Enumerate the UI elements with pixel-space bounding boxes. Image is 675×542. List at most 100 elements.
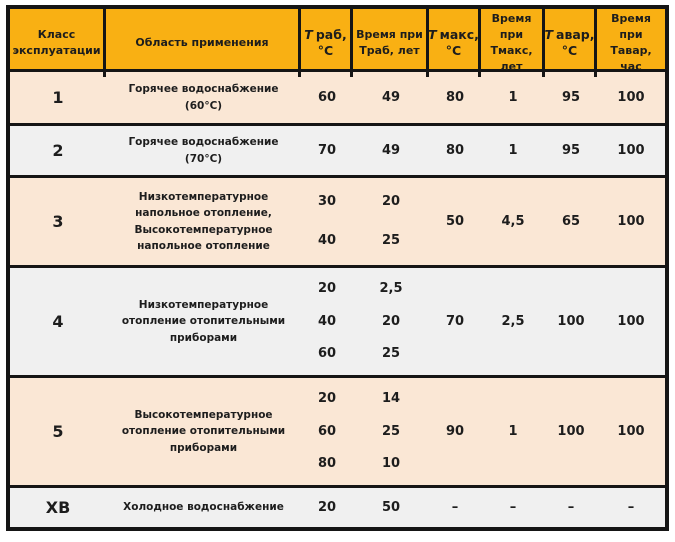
cell-value: 25 [381, 346, 401, 362]
cell-value: 70 [317, 142, 337, 158]
cell-class: 4 [52, 312, 64, 331]
cell-value: – [451, 499, 459, 515]
column-header-time-avar: Время при Тавар, час [597, 9, 665, 77]
cell-class: 1 [52, 88, 64, 107]
table-row: 3 Низкотемпературное напольное отопление,… [10, 175, 665, 265]
cell-t-rab: 60 [301, 72, 353, 123]
cell-time-avar: 100 [597, 268, 665, 375]
cell-time-max: – [481, 488, 545, 527]
cell-value: 100 [557, 313, 585, 329]
cell-value: 30 [317, 194, 337, 210]
cell-value: 20 [317, 281, 337, 297]
column-header-t-avar-unit: °C [561, 42, 578, 58]
cell-value: 20 [381, 194, 401, 210]
cell-application: Горячее водоснабжение (60°C) [128, 83, 279, 112]
table-row: 2 Горячее водоснабжение (70°C) 70 49 80 1 95 10… [10, 123, 665, 175]
cell-application: Холодное водоснабжение [123, 501, 284, 514]
cell-t-max: 80 [429, 126, 481, 175]
cell-t-avar: 100 [545, 378, 597, 485]
cell-value: 100 [617, 313, 645, 329]
cell-value: 2,5 [379, 281, 403, 297]
column-header-application-label: Область применения [135, 35, 269, 49]
cell-value: 100 [617, 142, 645, 158]
cell-value: – [567, 499, 575, 515]
cell-value: 100 [557, 423, 585, 439]
cell-application: Высокотемпературное отопление отопительн… [121, 409, 286, 454]
cell-value: – [627, 499, 635, 515]
cell-value: 40 [317, 313, 337, 329]
cell-value: 14 [381, 391, 401, 407]
cell-time-max: 1 [481, 72, 545, 123]
column-header-class: Класс эксплуатации [10, 9, 106, 77]
cell-value: 49 [381, 142, 401, 158]
cell-value: 100 [617, 213, 645, 229]
column-header-time-max: Время при Тмакс, лет [481, 9, 545, 77]
cell-t-max: – [429, 488, 481, 527]
cell-application: Низкотемпературное напольное отопление, … [134, 190, 273, 252]
cell-value: 49 [381, 89, 401, 105]
cell-value: 80 [445, 89, 465, 105]
column-header-application: Область применения [106, 9, 301, 77]
cell-time-avar: 100 [597, 126, 665, 175]
cell-time-avar: 100 [597, 378, 665, 485]
cell-t-avar: 100 [545, 268, 597, 375]
cell-value: 50 [381, 499, 401, 515]
cell-value: – [509, 499, 517, 515]
cell-t-max: 50 [429, 178, 481, 265]
cell-value: 25 [381, 423, 401, 439]
cell-time-max: 1 [481, 126, 545, 175]
table-row: 4 Низкотемпературное отопление отопительн… [10, 265, 665, 375]
cell-value: 1 [508, 423, 518, 439]
cell-application: Горячее водоснабжение (70°C) [128, 136, 279, 165]
column-header-time-rab: Время при Траб, лет [353, 9, 429, 77]
column-header-time-rab-line2: Траб, лет [359, 43, 420, 57]
cell-value: 25 [381, 232, 401, 248]
cell-time-max: 4,5 [481, 178, 545, 265]
cell-value: 95 [561, 89, 581, 105]
cell-time-rab: 14 25 10 [353, 378, 429, 485]
cell-t-rab: 20 60 80 [301, 378, 353, 485]
table-body: 1 Горячее водоснабжение (60°C) 60 49 80 1 95 10… [10, 72, 665, 527]
cell-t-rab: 20 [301, 488, 353, 527]
cell-value: 65 [561, 213, 581, 229]
cell-application: Низкотемпературное отопление отопительны… [121, 299, 286, 344]
table-row: ХВ Холодное водоснабжение 20 50 – – – – [10, 485, 665, 527]
cell-t-rab: 70 [301, 126, 353, 175]
cell-time-rab: 2,5 20 25 [353, 268, 429, 375]
column-header-class-label: Класс эксплуатации [12, 27, 101, 57]
column-header-time-max-line1: Время при [491, 12, 532, 41]
column-header-t-rab-unit: °C [317, 42, 334, 58]
cell-time-max: 1 [481, 378, 545, 485]
cell-value: 20 [317, 391, 337, 407]
cell-class: 2 [52, 141, 64, 160]
cell-value: 1 [508, 89, 518, 105]
cell-value: 20 [317, 499, 337, 515]
cell-t-avar: 95 [545, 72, 597, 123]
cell-t-avar: 95 [545, 126, 597, 175]
table-row: 1 Горячее водоснабжение (60°C) 60 49 80 1 95 10… [10, 72, 665, 123]
cell-value: 1 [508, 142, 518, 158]
cell-class: 3 [52, 212, 64, 231]
column-header-t-max-unit: °C [445, 42, 462, 58]
cell-value: 60 [317, 423, 337, 439]
cell-time-rab: 49 [353, 126, 429, 175]
cell-time-rab: 49 [353, 72, 429, 123]
cell-value: 40 [317, 232, 337, 248]
cell-value: 80 [445, 142, 465, 158]
cell-class: ХВ [45, 498, 71, 517]
cell-class: 5 [52, 422, 64, 441]
cell-value: 95 [561, 142, 581, 158]
column-header-time-avar-line1: Время при [611, 12, 651, 41]
column-header-time-max-line2: Тмакс, лет [490, 43, 533, 73]
cell-time-avar: 100 [597, 72, 665, 123]
cell-value: 80 [317, 456, 337, 472]
cell-t-max: 80 [429, 72, 481, 123]
cell-value: 50 [445, 213, 465, 229]
cell-t-avar: – [545, 488, 597, 527]
cell-t-max: 90 [429, 378, 481, 485]
